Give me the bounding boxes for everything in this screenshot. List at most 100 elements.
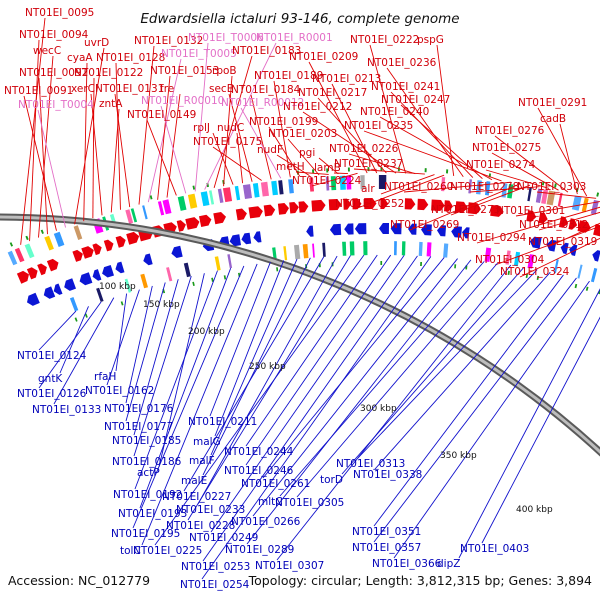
gene-label[interactable]: NT01EI_0091 (4, 85, 73, 97)
gene-label[interactable]: NT01EI_0246 (224, 465, 294, 477)
gene-label[interactable]: NT01EI_0209 (289, 51, 358, 63)
gene-label[interactable]: NT01EI_0177 (104, 421, 173, 433)
gene-label[interactable]: NT01EI_0249 (189, 532, 258, 544)
gene-label[interactable]: NT01EI_0235 (344, 120, 413, 132)
gene-label[interactable]: pspG (417, 34, 444, 46)
gene-label[interactable]: NT01EI_0186 (112, 456, 182, 468)
gene-label[interactable]: NT01EI_0233 (176, 504, 245, 516)
gene-label[interactable]: NT01EI_0128 (96, 52, 165, 64)
gene-label[interactable]: NT01EI_0241 (371, 81, 440, 93)
gene-label[interactable]: NT01EI_0184 (231, 84, 301, 96)
gene-label[interactable]: NT01EI_0183 (232, 45, 301, 57)
gene-label[interactable]: actP (137, 467, 160, 479)
gene-label[interactable]: NT01EI_0237 (334, 158, 403, 170)
gene-label[interactable]: rplJ (193, 122, 210, 134)
gene-label[interactable]: NT01EI_0291 (518, 97, 587, 109)
gene-label[interactable]: malF (189, 455, 215, 467)
gene-label[interactable]: NT01EI_0175 (193, 136, 262, 148)
gene-label[interactable]: NT01EI_0240 (360, 106, 429, 118)
gene-label[interactable]: NT01EI_0092 (19, 67, 88, 79)
gene-label[interactable]: NT01EI_0153 (150, 65, 219, 77)
gene-label[interactable]: NT01EI_0289 (225, 544, 294, 556)
gene-label[interactable]: NT01EI_0131 (95, 83, 164, 95)
gene-label[interactable]: NT01EI_0176 (104, 403, 174, 415)
gene-label[interactable]: NT01EI_0236 (367, 57, 437, 69)
gene-label[interactable]: metH (276, 161, 305, 173)
gene-label[interactable]: NT01EI_0203 (268, 128, 337, 140)
gene-label[interactable]: NT01EI_0274 (466, 159, 536, 171)
gene-label[interactable]: nudF (257, 144, 283, 156)
gene-label[interactable]: NT01EI_0260 (384, 181, 453, 193)
gene-label[interactable]: NT01EI_0294 (457, 232, 527, 244)
gene-label[interactable]: torD (320, 474, 343, 486)
gene-label[interactable]: NT01EI_0338 (353, 469, 422, 481)
gene-label[interactable]: gntK (38, 373, 63, 385)
gene-label[interactable]: NT01EI_0213 (312, 73, 381, 85)
gene-label[interactable]: NT01EI_0273 (431, 204, 500, 216)
gene-label[interactable]: NT01EI_0307 (255, 560, 324, 572)
gene-label[interactable]: NT01EI_0305 (275, 497, 344, 509)
gene-label[interactable]: malE (181, 475, 207, 487)
gene-label[interactable]: NT01EI_0211 (188, 416, 257, 428)
gene-label[interactable]: NT01EI_0192 (113, 489, 182, 501)
gene-label[interactable]: nudC (217, 122, 244, 134)
gene-label[interactable]: NT01EI_0244 (224, 446, 294, 458)
gene-label[interactable]: uvrD (84, 37, 109, 49)
gene-label[interactable]: NT01EI_0301 (496, 205, 565, 217)
gene-label[interactable]: cyaA (67, 52, 93, 64)
gene-label[interactable]: cadB (540, 113, 566, 125)
gene-label[interactable]: NT01EI_0225 (133, 545, 202, 557)
gene-label[interactable]: dipZ (437, 558, 460, 570)
gene-label[interactable]: NT01EI_0126 (17, 388, 87, 400)
gene-label[interactable]: NT01EI_T0004 (18, 99, 94, 111)
gene-label[interactable]: NT01EI_0269 (390, 219, 459, 231)
gene-label[interactable]: NT01EI_0303 (517, 181, 586, 193)
gene-label[interactable]: NT01EI_0357 (352, 542, 421, 554)
gene-label[interactable]: lamB (314, 162, 341, 174)
gene-label[interactable]: NT01EI_R00010 (141, 95, 224, 107)
gene-label[interactable]: NT01EI_0227 (162, 491, 231, 503)
gene-label[interactable]: NT01EI_0324 (500, 266, 570, 278)
gene-label[interactable]: NT01EI_0095 (25, 7, 94, 19)
gene-label[interactable]: NT01EI_0228 (166, 520, 235, 532)
gene-label[interactable]: mltC (258, 496, 283, 508)
gene-label[interactable]: NT01EI_0254 (180, 579, 250, 591)
gene-label[interactable]: NT01EI_0261 (241, 478, 310, 490)
gene-label[interactable]: NT01EI_0133 (32, 404, 101, 416)
gene-label[interactable]: NT01EI_0252 (335, 198, 404, 210)
gene-label[interactable]: NT01EI_0319 (528, 236, 597, 248)
gene-label[interactable]: NT01EI_0275 (472, 142, 541, 154)
gene-label[interactable]: NT01EI_0122 (74, 67, 143, 79)
gene-label[interactable]: NT01EI_0312 (519, 219, 588, 231)
gene-label[interactable]: rpoB (212, 65, 237, 77)
gene-label[interactable]: NT01EI_0094 (19, 29, 89, 41)
gene-label[interactable]: NT01EI_0193 (118, 508, 187, 520)
gene-label[interactable]: NT01EI_0124 (17, 350, 87, 362)
gene-label[interactable]: NT01EI_0149 (127, 109, 196, 121)
gene-label[interactable]: NT01EI_T0005 (161, 48, 237, 60)
gene-label[interactable]: malG (193, 436, 221, 448)
gene-label[interactable]: NT01EI_0189 (254, 70, 323, 82)
gene-label[interactable]: NT01EI_0222 (350, 34, 419, 46)
gene-label[interactable]: NT01EI_0226 (329, 143, 399, 155)
gene-label[interactable]: pgi (299, 147, 315, 159)
gene-label[interactable]: NT01EI_0276 (475, 125, 545, 137)
gene-label[interactable]: NT01EI_T0006 (188, 32, 264, 44)
gene-label[interactable]: NT01EI_0266 (231, 516, 301, 528)
gene-label[interactable]: rfaH (94, 371, 116, 383)
gene-label[interactable]: NT01EI_0351 (352, 526, 421, 538)
gene-label[interactable]: NT01EI_R0001 (256, 32, 333, 44)
gene-label[interactable]: NT01EI_0217 (298, 87, 367, 99)
gene-label[interactable]: fre (160, 83, 174, 95)
gene-label[interactable]: NT01EI_0247 (381, 94, 450, 106)
gene-label[interactable]: tolC (120, 545, 141, 557)
gene-label[interactable]: NT01EI_0366 (372, 558, 442, 570)
gene-label[interactable]: NT01EI_0403 (460, 543, 529, 555)
gene-label[interactable]: zntA (99, 98, 123, 110)
gene-label[interactable]: wecC (33, 45, 61, 57)
gene-label[interactable]: NT01EI_0278 (450, 181, 519, 193)
gene-label[interactable]: NT01EI_0313 (336, 458, 405, 470)
gene-label[interactable]: NT01EI_0212 (283, 101, 352, 113)
gene-label[interactable]: NT01EI_0132 (134, 35, 203, 47)
gene-label[interactable]: xerC (71, 83, 95, 95)
